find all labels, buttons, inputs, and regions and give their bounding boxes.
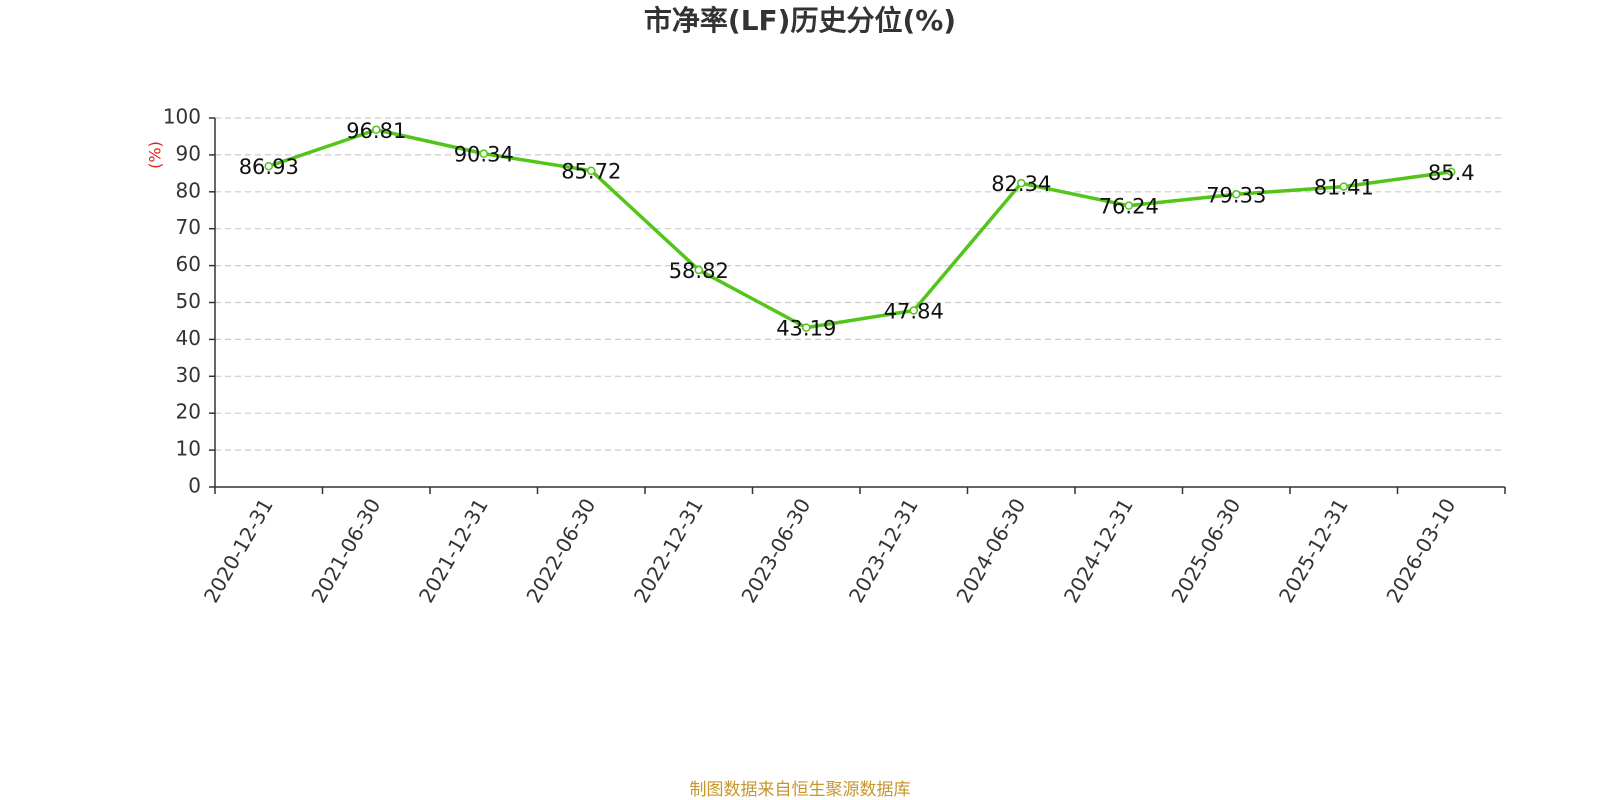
x-tick-label: 2021-06-30 bbox=[306, 494, 385, 607]
x-tick-label: 2023-12-31 bbox=[844, 494, 923, 607]
point bbox=[1339, 182, 1348, 191]
data-label: 47.84 bbox=[884, 299, 944, 323]
x-tick-label: 2024-12-31 bbox=[1059, 494, 1138, 607]
point bbox=[1232, 190, 1241, 199]
x-tick-label: 2020-12-31 bbox=[199, 494, 278, 607]
point bbox=[1124, 201, 1133, 210]
data-label: 79.33 bbox=[1206, 183, 1266, 207]
x-tick-label: 2021-12-31 bbox=[414, 494, 493, 607]
point bbox=[264, 161, 273, 171]
line bbox=[268, 128, 1452, 330]
data-label: 90.34 bbox=[454, 143, 514, 167]
data-label: 86.93 bbox=[239, 155, 299, 179]
data-label: 85.72 bbox=[561, 160, 621, 184]
data-label: 81.41 bbox=[1314, 176, 1374, 200]
x-tick-label: 2025-06-30 bbox=[1166, 494, 1245, 607]
x-tick-label: 2022-12-31 bbox=[629, 494, 708, 607]
data-label: 43.19 bbox=[776, 317, 836, 341]
x-tick-label: 2022-06-30 bbox=[521, 494, 600, 607]
data-label: 76.24 bbox=[1099, 195, 1159, 219]
x-tick-label: 2023-06-30 bbox=[736, 494, 815, 607]
point bbox=[802, 323, 811, 332]
y-tick-label: 10 bbox=[176, 437, 201, 461]
y-tick-label: 100 bbox=[163, 105, 201, 129]
data-label: 85.4 bbox=[1428, 161, 1475, 185]
y-tick-label: 0 bbox=[188, 474, 201, 498]
x-tick-label: 2026-03-10 bbox=[1381, 494, 1460, 607]
y-tick-label: 20 bbox=[176, 400, 201, 424]
data-label: 96.81 bbox=[346, 119, 406, 143]
data-label: 58.82 bbox=[669, 259, 729, 283]
point bbox=[1447, 167, 1456, 177]
point bbox=[694, 265, 703, 275]
y-tick-label: 50 bbox=[176, 289, 201, 313]
y-tick-label: 70 bbox=[176, 215, 201, 239]
source-note: 制图数据来自恒生聚源数据库 bbox=[690, 780, 911, 800]
chart-title: 市净率(LF)历史分位(%) bbox=[644, 4, 956, 37]
y-tick-label: 30 bbox=[176, 363, 201, 387]
x-tick-label: 2024-06-30 bbox=[951, 494, 1030, 607]
point bbox=[909, 306, 918, 315]
y-tick-label: 40 bbox=[176, 326, 201, 350]
data-label: 82.34 bbox=[991, 172, 1051, 196]
y-tick-label: 60 bbox=[176, 252, 201, 276]
point bbox=[1017, 178, 1026, 188]
y-axis-label: (%) bbox=[146, 141, 165, 169]
point bbox=[587, 166, 596, 175]
point bbox=[479, 149, 488, 158]
point bbox=[372, 125, 381, 135]
y-tick-label: 90 bbox=[176, 141, 201, 165]
x-tick-label: 2025-12-31 bbox=[1274, 494, 1353, 607]
y-tick-label: 80 bbox=[176, 178, 201, 202]
